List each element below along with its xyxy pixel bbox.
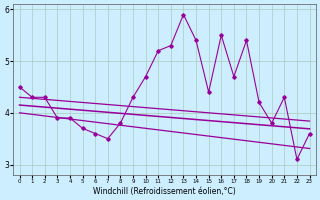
X-axis label: Windchill (Refroidissement éolien,°C): Windchill (Refroidissement éolien,°C)	[93, 187, 236, 196]
